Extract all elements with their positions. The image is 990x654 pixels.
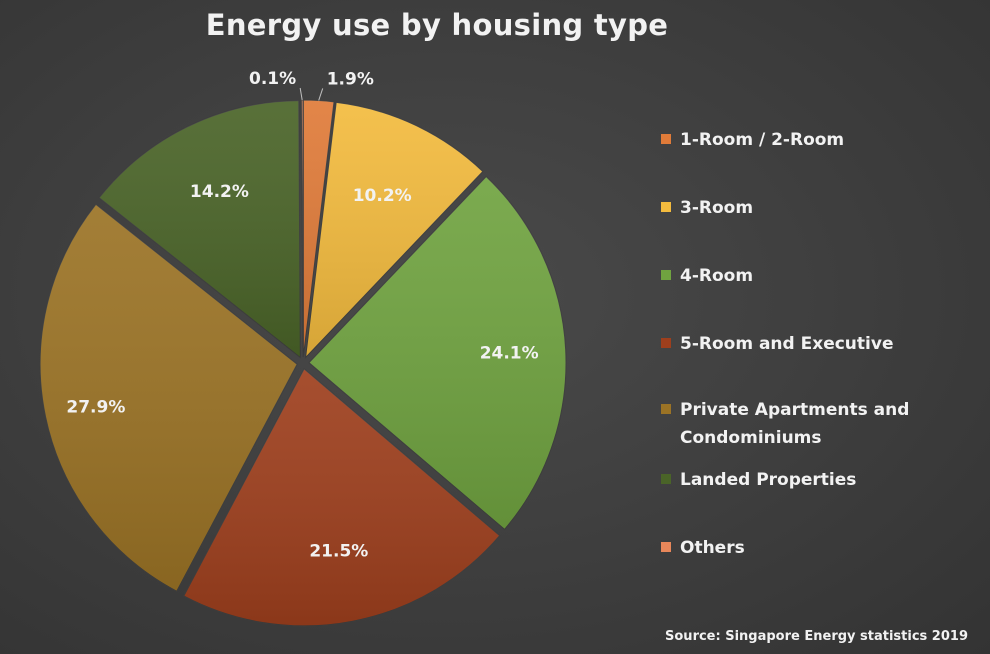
legend-label: 4-Room [680, 266, 754, 286]
legend-item: 1-Room / 2-Room [661, 128, 940, 154]
legend-label: Landed Properties [680, 470, 857, 490]
legend-label: 5-Room and Executive [680, 334, 894, 354]
leader-line [299, 87, 303, 101]
data-label: 14.2% [190, 182, 249, 202]
pie-slice-shade [183, 368, 500, 626]
pie-slice-shade [99, 100, 301, 358]
legend-item: Landed Properties [661, 468, 940, 494]
legend-label: Private Apartments and Condominiums [680, 400, 910, 448]
chart-title: Energy use by housing type [205, 8, 669, 42]
data-label: 27.9% [66, 397, 125, 417]
pie-slice-shade [40, 204, 298, 592]
legend-swatch [661, 270, 671, 280]
leader-line [318, 88, 324, 101]
pie-slice-shade [305, 102, 483, 358]
legend-item: 3-Room [661, 196, 940, 222]
legend-item: Others [661, 536, 940, 562]
data-label: 10.2% [353, 186, 412, 206]
source-note: Source: Singapore Energy statistics 2019 [665, 629, 968, 644]
legend-item: 5-Room and Executive [661, 332, 940, 358]
data-label: 1.9% [327, 69, 374, 89]
data-label: 21.5% [309, 542, 368, 562]
legend-label: 1-Room / 2-Room [680, 130, 845, 150]
legend-swatch [661, 338, 671, 348]
legend-swatch [661, 474, 671, 484]
pie-slice-shade [303, 100, 334, 358]
legend-item: 4-Room [661, 264, 940, 290]
legend-label: 3-Room [680, 198, 754, 218]
pie-slice-shade [308, 176, 566, 530]
legend-swatch [661, 404, 671, 414]
legend-item: Private Apartments and Condominiums [661, 398, 940, 452]
legend-swatch [661, 134, 671, 144]
data-label: 0.1% [249, 69, 296, 89]
legend-swatch [661, 542, 671, 552]
legend-swatch [661, 202, 671, 212]
pie-slice-shade [301, 100, 303, 358]
legend-label: Others [680, 538, 745, 558]
data-label: 24.1% [480, 343, 539, 363]
